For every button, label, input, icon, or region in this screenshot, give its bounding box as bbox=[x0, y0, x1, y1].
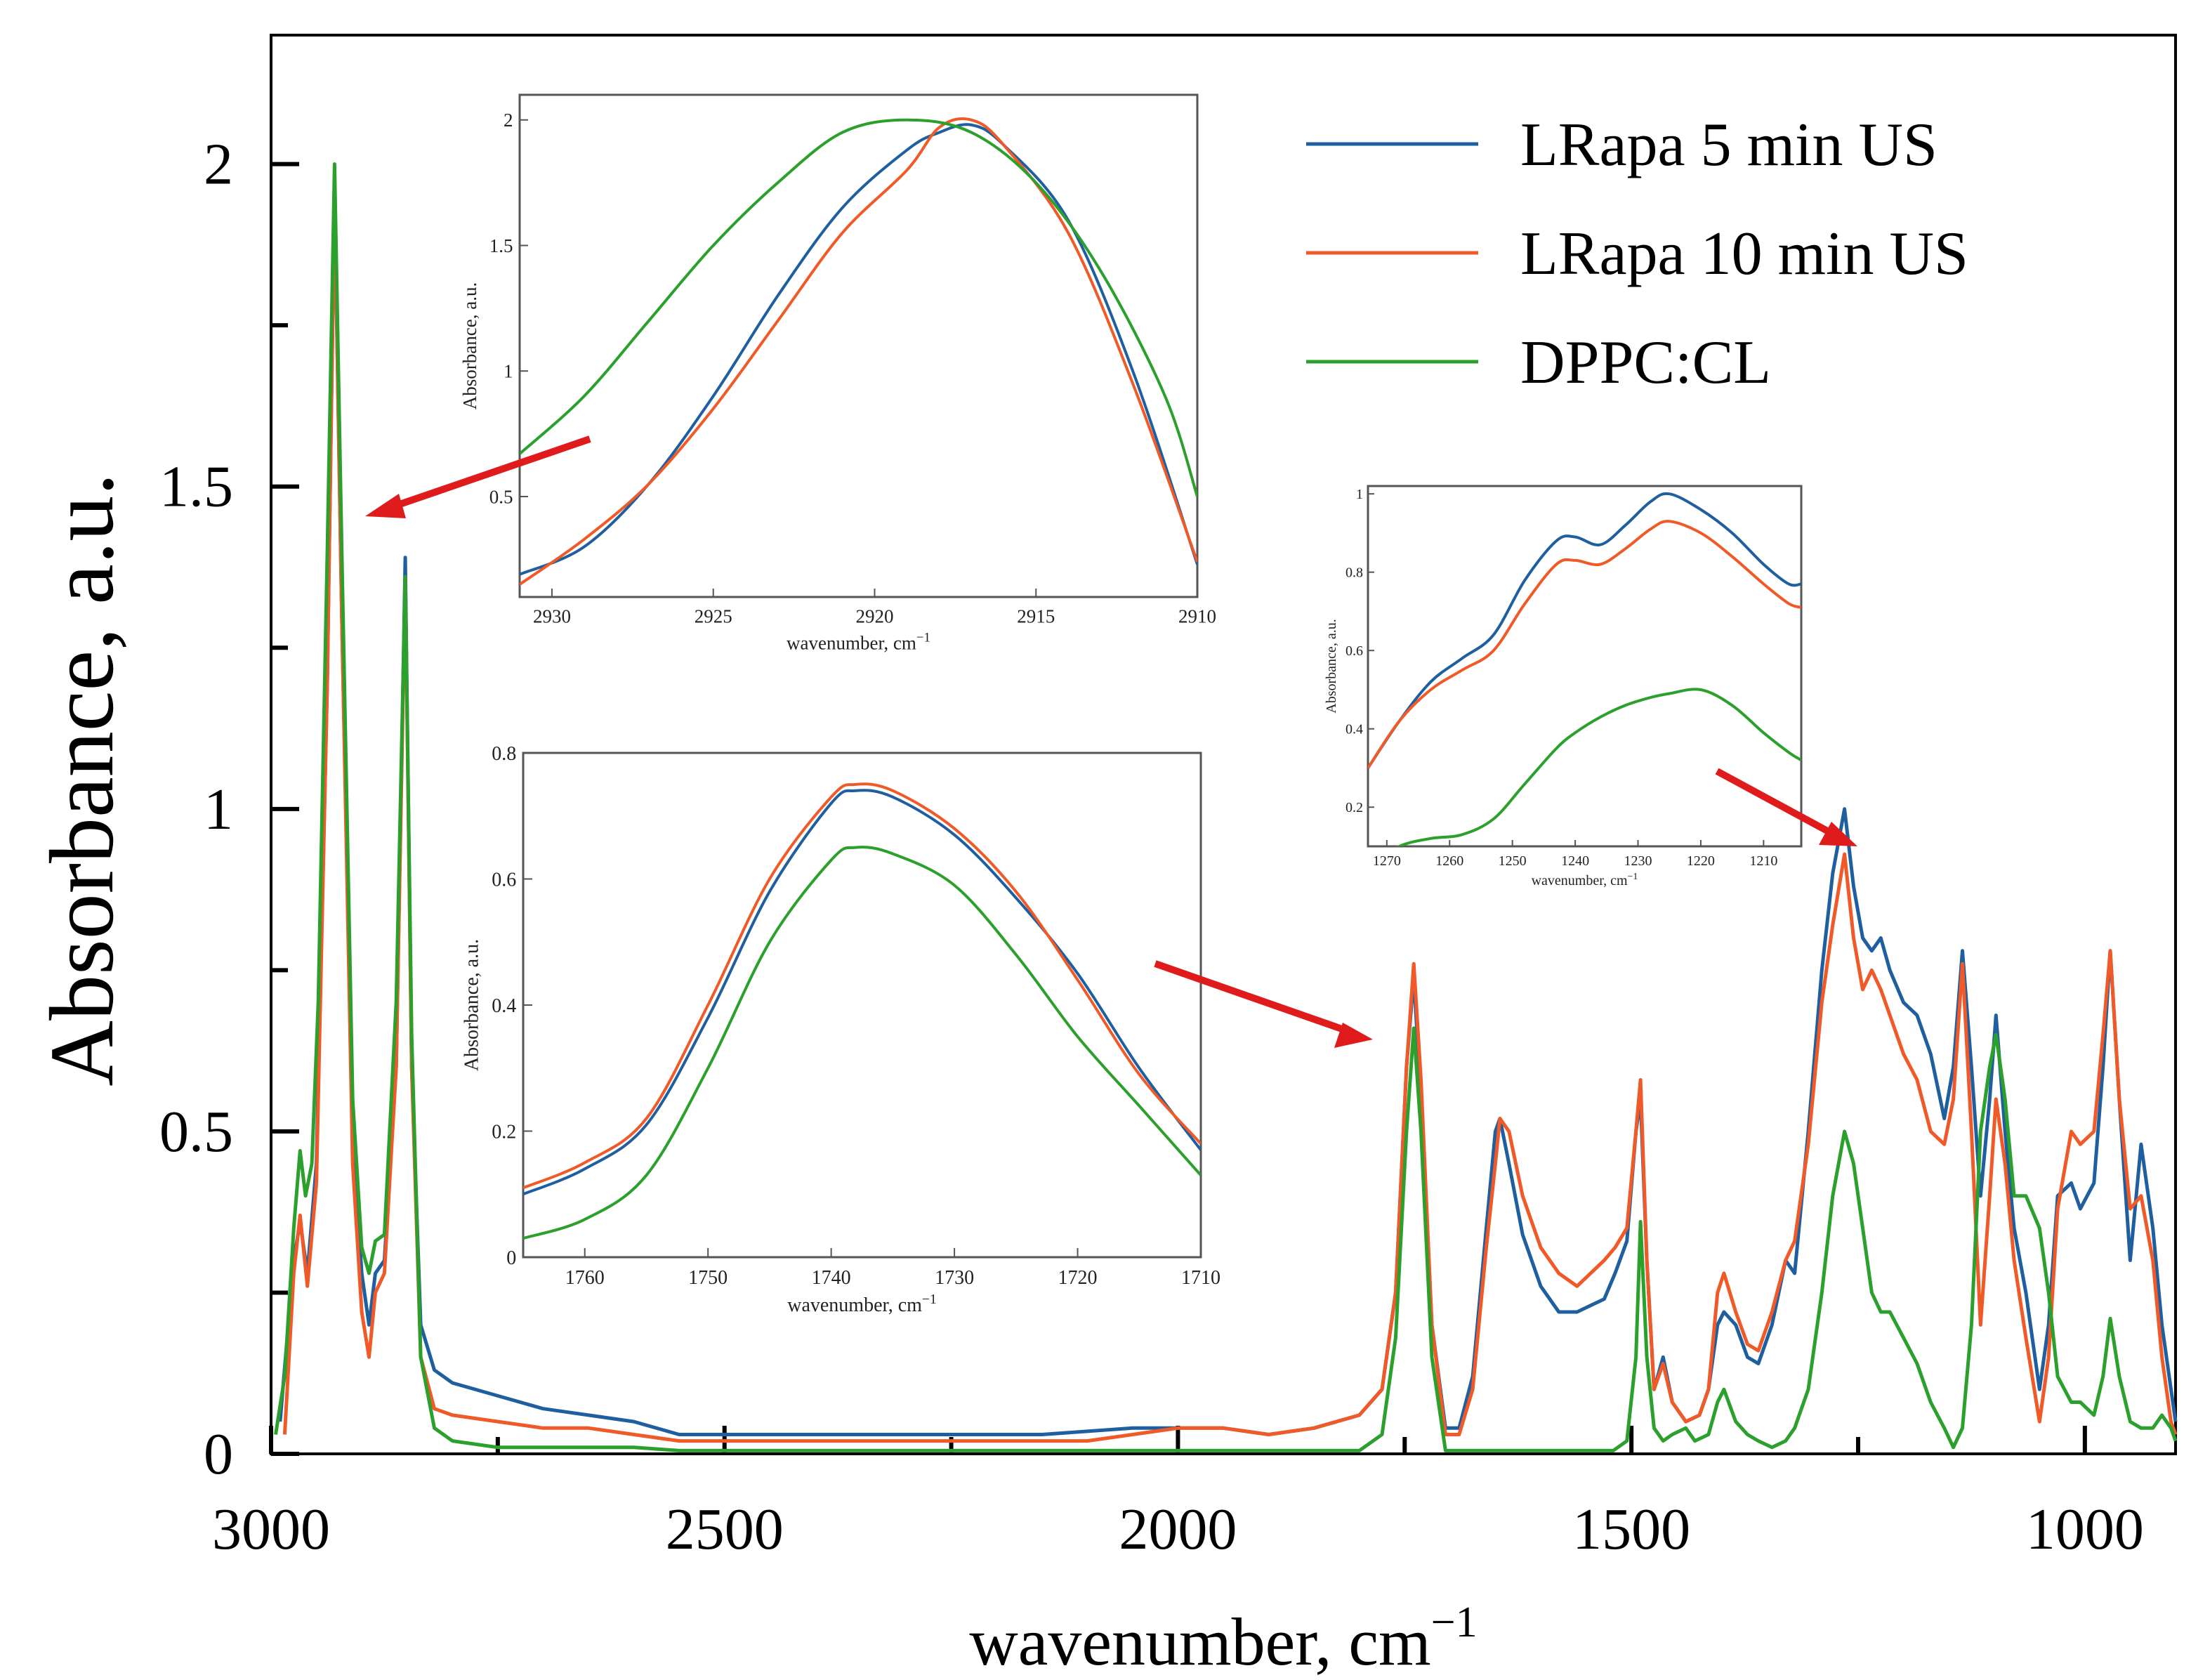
inset-co-x-tick-label: 1750 bbox=[688, 1267, 728, 1289]
inset-po-frame bbox=[1367, 485, 1803, 848]
inset-ch-x-tick-label: 2930 bbox=[533, 605, 571, 626]
inset-co-x-label-superscript: −1 bbox=[922, 1292, 937, 1307]
inset-po-series-2 bbox=[1396, 688, 1801, 846]
inset-co-y-tick-label: 0.4 bbox=[492, 995, 516, 1017]
inset-co-y-tick-label: 0.6 bbox=[492, 869, 516, 891]
inset-ch-y-tick-label: 2 bbox=[504, 110, 513, 131]
inset-ch-y-tick-label: 1.5 bbox=[489, 235, 513, 256]
inset-co-y-label: Absorbance, a.u. bbox=[461, 939, 483, 1071]
main-axes: 3000 2500 2000 1500 1000 0 0.5 1 1.5 2 bbox=[159, 132, 2144, 1562]
arrow-co-head bbox=[1334, 1023, 1373, 1048]
x-tick-label: 2000 bbox=[1119, 1497, 1237, 1562]
inset-ch-series-2 bbox=[520, 118, 1197, 497]
y-tick-label: 0.5 bbox=[159, 1099, 233, 1164]
inset-phosphate: 1270 1260 1250 1240 1230 1220 1210 0.2 0.4 0.6 0.8… bbox=[1324, 485, 1803, 888]
inset-co-x-tick-label: 1720 bbox=[1058, 1267, 1098, 1289]
legend-label-2: DPPC:CL bbox=[1520, 329, 1771, 397]
y-tick-label: 1.5 bbox=[159, 454, 233, 520]
series-line-1 bbox=[282, 188, 2178, 1443]
inset-po-y-tick-label: 0.4 bbox=[1345, 722, 1363, 737]
y-axis-label: Absorbance, a.u. bbox=[32, 473, 133, 1087]
arrow-ch bbox=[378, 435, 591, 515]
inset-po-x-tick-label: 1210 bbox=[1749, 853, 1777, 869]
inset-po-x-tick-label: 1240 bbox=[1561, 853, 1589, 869]
inset-po-series-1 bbox=[1368, 520, 1801, 769]
inset-ch-y-tick-label: 1 bbox=[504, 361, 513, 382]
legend-label-0: LRapa 5 min US bbox=[1520, 111, 1937, 179]
y-tick-label: 0 bbox=[204, 1422, 233, 1487]
main-plot-frame bbox=[270, 34, 2177, 1455]
inset-co-y-tick-label: 0.8 bbox=[492, 743, 516, 765]
inset-ch-x-label-superscript: −1 bbox=[916, 630, 930, 645]
inset-ch-y-label: Absorbance, a.u. bbox=[459, 282, 480, 409]
inset-ch-x-tick-label: 2920 bbox=[855, 605, 893, 626]
inset-co-y-tick-label: 0.2 bbox=[492, 1121, 516, 1143]
inset-ch-stretch: 2930 2925 2920 2915 2910 0.5 1 1.5 2 wavenumber, … bbox=[459, 93, 1216, 653]
inset-co-series-0 bbox=[523, 789, 1201, 1196]
inset-ch-x-label-text: wavenumber, cm bbox=[787, 632, 916, 653]
inset-co-series-2 bbox=[523, 846, 1201, 1240]
y-tick-label: 2 bbox=[204, 132, 233, 197]
series-line-2 bbox=[274, 162, 2178, 1452]
inset-po-x-tick-label: 1230 bbox=[1624, 853, 1652, 869]
x-axis-label-text: wavenumber, cm bbox=[969, 1604, 1430, 1679]
inset-ch-x-tick-label: 2915 bbox=[1017, 605, 1055, 626]
inset-po-x-tick-label: 1250 bbox=[1499, 853, 1527, 869]
inset-co-series-1 bbox=[523, 782, 1201, 1190]
inset-carbonyl: 1760 1750 1740 1730 1720 1710 0 0.2 0.4 0.6 0.8 wav… bbox=[461, 743, 1220, 1316]
inset-po-x-tick-label: 1220 bbox=[1687, 853, 1715, 869]
inset-ch-y-tick-label: 0.5 bbox=[489, 486, 513, 507]
legend: LRapa 5 min US LRapa 10 min US DPPC:CL bbox=[1306, 111, 1968, 397]
inset-po-y-tick-label: 0.8 bbox=[1345, 565, 1363, 581]
inset-co-x-tick-label: 1730 bbox=[935, 1267, 974, 1289]
x-axis-label-superscript: −1 bbox=[1431, 1599, 1478, 1646]
x-tick-label: 1500 bbox=[1572, 1497, 1690, 1562]
inset-co-x-tick-label: 1760 bbox=[565, 1267, 605, 1289]
x-axis-label: wavenumber, cm−1 bbox=[969, 1599, 1477, 1679]
inset-po-x-tick-label: 1260 bbox=[1435, 853, 1463, 869]
inset-po-y-tick-label: 0.6 bbox=[1345, 643, 1363, 659]
inset-co-y-tick-label: 0 bbox=[506, 1247, 516, 1269]
inset-po-series-0 bbox=[1368, 492, 1801, 769]
x-tick-label: 1000 bbox=[2026, 1497, 2144, 1562]
annotation-arrows bbox=[365, 435, 1857, 1048]
arrow-po-head bbox=[1819, 822, 1857, 846]
inset-ch-x-label: wavenumber, cm−1 bbox=[787, 630, 930, 653]
inset-po-x-label-superscript: −1 bbox=[1628, 872, 1638, 882]
inset-ch-series-1 bbox=[520, 117, 1197, 586]
x-tick-label: 2500 bbox=[666, 1497, 784, 1562]
inset-po-x-label: wavenumber, cm−1 bbox=[1532, 872, 1638, 888]
inset-co-x-label-text: wavenumber, cm bbox=[787, 1294, 922, 1316]
y-tick-label: 1 bbox=[204, 777, 233, 842]
inset-po-y-label: Absorbance, a.u. bbox=[1324, 619, 1339, 713]
series-line-0 bbox=[278, 195, 2178, 1436]
arrow-ch-head bbox=[365, 494, 406, 518]
legend-label-1: LRapa 10 min US bbox=[1520, 220, 1968, 288]
inset-po-y-tick-label: 0.2 bbox=[1345, 800, 1363, 815]
inset-ch-x-tick-label: 2910 bbox=[1178, 605, 1216, 626]
inset-po-x-label-text: wavenumber, cm bbox=[1532, 873, 1628, 888]
inset-co-frame bbox=[522, 752, 1202, 1259]
inset-po-x-tick-label: 1270 bbox=[1373, 853, 1401, 869]
inset-co-x-tick-label: 1710 bbox=[1181, 1267, 1220, 1289]
inset-ch-frame bbox=[518, 93, 1199, 598]
inset-co-x-tick-label: 1740 bbox=[812, 1267, 851, 1289]
main-series-group bbox=[274, 162, 2178, 1452]
arrow-co bbox=[1154, 960, 1353, 1036]
inset-ch-x-tick-label: 2925 bbox=[695, 605, 732, 626]
arrow-po bbox=[1715, 768, 1838, 839]
x-tick-label: 3000 bbox=[212, 1497, 330, 1562]
inset-po-y-tick-label: 1 bbox=[1356, 487, 1363, 502]
inset-co-x-label: wavenumber, cm−1 bbox=[787, 1292, 937, 1316]
